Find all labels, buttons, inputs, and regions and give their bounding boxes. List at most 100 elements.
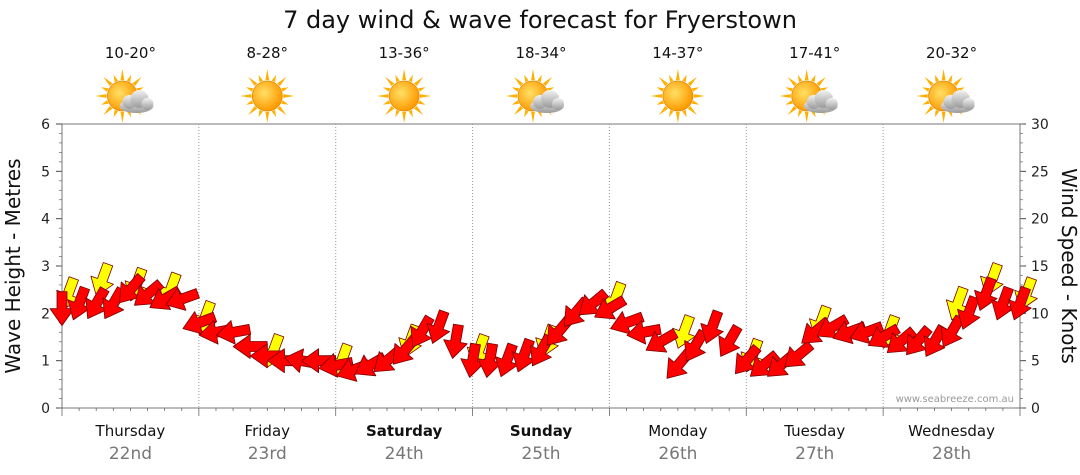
sun-ray [132,76,142,87]
day-date-label: 25th [521,444,560,464]
wind-arrow [443,323,468,359]
sun-ray [524,109,529,118]
right-tick-label: 25 [1031,164,1049,180]
sun-ray [511,87,520,92]
sun-ray [675,111,680,123]
sun-icon [377,69,432,123]
sun-ray [804,69,809,81]
left-axis-title: Wave Height - Metres [1,158,25,373]
sun-ray [246,100,254,105]
wind-arrow [1008,285,1032,321]
sun-ray [420,94,432,98]
wind-gust-arrow [672,314,696,349]
temperature-label: 8-28° [247,44,289,62]
sun-ray [531,69,535,81]
sun-ray [246,87,254,92]
sun-ray [513,105,524,116]
sun-ray [277,76,287,87]
sun-ray [797,74,803,83]
sun-disc [388,80,420,112]
wind-arrow [426,309,451,344]
sun-ray [941,111,946,123]
temperature-row: 10-20° 8-28° 13-36° 18-34° 14-37° 17-41° 20-32… [105,44,977,62]
sun-ray [418,87,426,92]
wind-arrow [700,309,724,344]
sun-cloud-icon [506,69,564,123]
sun-ray [924,105,934,116]
cloud-puff [552,98,564,110]
sun-ray [785,100,793,105]
left-tick-label: 3 [41,259,50,275]
temperature-label: 20-32° [926,44,977,62]
sun-ray [283,94,295,98]
sun-ray [414,105,424,116]
axis-ticks: 0 1 2 3 4 5 6 0 5 10 15 20 25 30 [41,117,1049,417]
temperature-label: 17-41° [789,44,840,62]
sun-ray [687,76,697,87]
sun-ray [513,76,524,87]
sun-ray [804,111,809,123]
right-tick-label: 0 [1031,401,1040,417]
sun-ray [511,100,520,105]
cloud-shape [803,90,838,113]
wind-arrow [149,285,183,310]
wind-arrow [594,295,628,320]
cloud-puff [825,98,838,110]
sun-ray [693,94,705,98]
sun-cloud-icon [779,69,838,123]
temperature-label: 13-36° [379,44,430,62]
day-name-label: Thursday [95,422,166,440]
sun-ray [506,94,518,98]
cloud-puff [141,98,154,110]
sun-ray [395,74,400,83]
left-tick-label: 0 [41,401,50,417]
wind-arrow [626,320,662,345]
temperature-label: 14-37° [652,44,703,62]
right-tick-label: 15 [1031,259,1049,275]
sun-ray [797,109,803,118]
sun-ray [953,76,963,87]
chart-title: 7 day wind & wave forecast for Fryerstow… [283,6,797,34]
weather-icon-row [95,69,975,123]
sun-ray [113,74,119,83]
day-date-label: 23rd [248,444,287,464]
sun-ray [779,94,791,98]
sun-ray [377,94,389,98]
day-date-label: 27th [795,444,834,464]
sun-ray [934,109,940,118]
day-date-label: 28th [932,444,971,464]
sun-ray [811,74,816,83]
sun-ray [658,105,668,116]
plot-area [61,123,1021,409]
grid-lines [198,124,884,408]
sun-ray [402,69,407,81]
sun-ray [922,87,930,92]
cloud-shape [940,90,975,113]
sun-ray [941,69,946,81]
sun-ray [408,109,413,118]
day-date-label: 24th [385,444,424,464]
wind-arrow [957,295,981,330]
sun-ray [277,105,287,116]
sun-ray [924,76,934,87]
left-tick-label: 2 [41,306,50,322]
sun-ray [281,87,289,92]
sun-ray [101,87,109,92]
sun-ray [414,76,424,87]
left-tick-label: 1 [41,354,50,370]
day-date-label: 26th [658,444,697,464]
sun-ray [240,94,252,98]
day-date-label: 22nd [109,444,152,464]
sun-ray [248,76,258,87]
left-tick-label: 4 [41,212,50,228]
sun-ray [248,105,258,116]
left-tick-label: 5 [41,164,50,180]
sun-ray [687,105,697,116]
day-name-label: Tuesday [783,422,845,440]
wind-arrow [645,328,679,353]
right-tick-label: 30 [1031,117,1049,133]
sun-ray [395,109,400,118]
sun-cloud-icon [916,69,975,123]
sun-icon [650,69,705,123]
